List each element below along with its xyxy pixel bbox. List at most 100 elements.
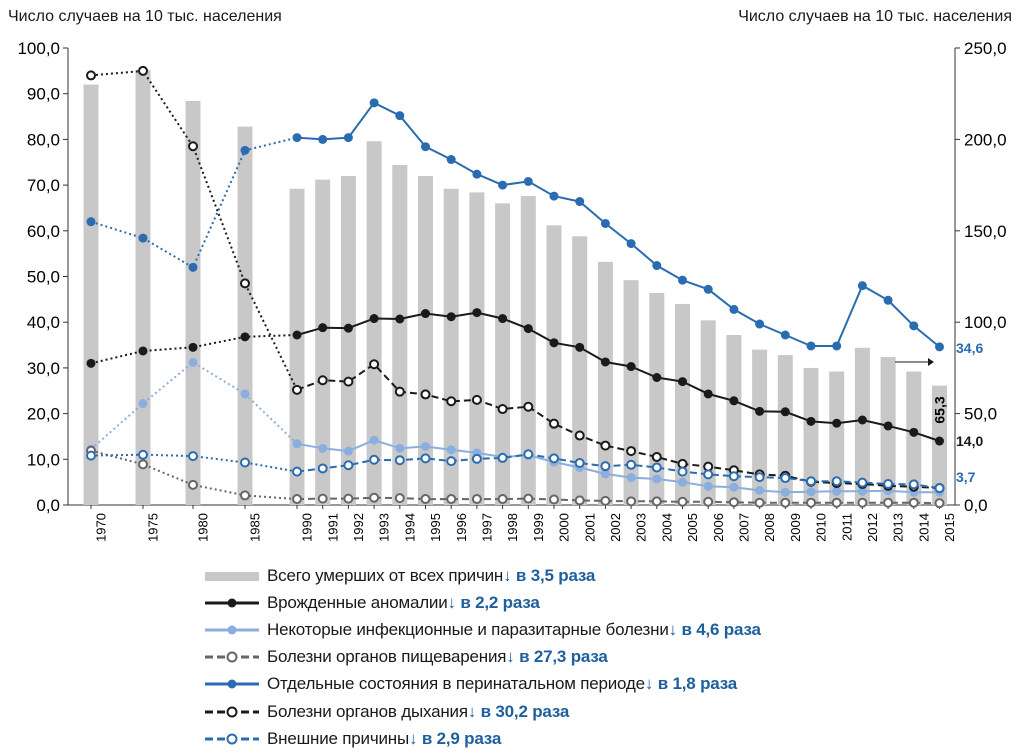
x-tick-label: 2001 xyxy=(582,513,597,542)
x-tick-label: 1999 xyxy=(531,513,546,542)
legend-swatch xyxy=(205,733,259,745)
data-point xyxy=(446,494,457,505)
data-point xyxy=(549,191,559,201)
data-point xyxy=(188,479,198,490)
data-point xyxy=(780,487,790,497)
legend-label: Всего умерших от всех причин xyxy=(267,565,504,585)
data-point xyxy=(780,497,791,508)
data-point xyxy=(832,486,842,496)
data-point xyxy=(421,442,430,452)
data-point xyxy=(600,461,611,472)
data-point xyxy=(780,407,790,417)
x-tick-label: 1990 xyxy=(300,513,315,542)
bar xyxy=(520,196,536,505)
data-point xyxy=(395,443,405,453)
data-point xyxy=(677,466,688,477)
legend-label: Болезни органов пищеварения xyxy=(267,647,507,667)
x-tick-label: 2007 xyxy=(736,513,751,542)
data-point xyxy=(138,65,148,76)
legend-ratio: ↓ в 2,9 раза xyxy=(409,728,502,748)
data-point xyxy=(755,406,765,416)
legend-item: Внешние причины ↓ в 2,9 раза xyxy=(205,725,761,752)
series-line-early xyxy=(90,361,298,450)
data-point xyxy=(703,389,713,399)
data-point xyxy=(138,346,148,356)
data-point xyxy=(806,476,816,487)
data-point xyxy=(857,486,867,496)
data-point xyxy=(831,476,842,487)
data-point xyxy=(729,304,739,314)
x-tick-label: 2003 xyxy=(634,513,649,542)
legend-item: Болезни органов дыхания ↓ в 30,2 раза xyxy=(205,698,761,725)
series-line-early xyxy=(90,334,298,365)
data-point xyxy=(908,497,919,508)
data-point xyxy=(523,176,533,186)
right-axis-title: Число случаев на 10 тыс. населения xyxy=(738,8,1012,25)
data-point xyxy=(626,473,636,483)
data-point xyxy=(523,493,534,504)
data-point xyxy=(908,479,919,490)
data-point xyxy=(909,427,919,437)
data-point xyxy=(600,357,610,367)
bar xyxy=(777,355,793,505)
data-point xyxy=(317,463,328,474)
data-point xyxy=(138,233,148,243)
data-point xyxy=(626,362,636,372)
series-2 xyxy=(86,445,945,509)
x-tick-label: 2011 xyxy=(839,513,854,541)
series-line-early xyxy=(90,136,298,269)
x-tick-label: 1985 xyxy=(248,513,263,542)
data-point xyxy=(292,439,302,449)
x-tick-label: 1997 xyxy=(479,513,494,542)
bar xyxy=(495,203,511,505)
legend-ratio: ↓ в 1,8 раза xyxy=(644,674,738,694)
left-tick-label: 20,0 xyxy=(27,405,60,424)
data-point xyxy=(575,197,585,207)
data-point xyxy=(421,142,430,152)
data-point xyxy=(240,278,250,289)
data-point xyxy=(600,495,611,506)
data-point xyxy=(446,312,456,322)
data-point xyxy=(497,494,508,505)
data-point xyxy=(498,314,508,324)
legend-label: Болезни органов дыхания xyxy=(267,701,468,721)
data-point xyxy=(883,478,894,489)
series-1 xyxy=(86,357,944,497)
legend-swatch xyxy=(205,625,259,635)
data-point xyxy=(935,436,944,446)
data-point xyxy=(86,450,96,461)
data-point xyxy=(755,485,765,495)
legend-item: Некоторые инфекционные и паразитарные бо… xyxy=(205,616,761,643)
data-point xyxy=(780,330,790,340)
data-point xyxy=(498,180,508,190)
x-tick-label: 1970 xyxy=(94,513,109,542)
data-point xyxy=(292,330,302,340)
left-tick-label: 80,0 xyxy=(27,130,60,149)
data-point xyxy=(86,70,96,81)
bar xyxy=(185,101,201,506)
data-point xyxy=(188,451,198,462)
left-tick-label: 60,0 xyxy=(27,222,60,241)
data-point xyxy=(369,314,379,324)
data-point xyxy=(806,497,816,508)
data-point xyxy=(651,452,662,463)
data-point xyxy=(651,496,662,507)
data-point xyxy=(369,492,380,503)
data-point xyxy=(343,460,354,471)
data-point xyxy=(832,418,842,428)
data-point xyxy=(343,493,354,504)
data-point xyxy=(394,493,405,504)
data-point xyxy=(934,498,945,509)
data-point xyxy=(652,261,662,271)
legend-label: Некоторые инфекционные и паразитарные бо… xyxy=(267,619,669,639)
bar xyxy=(469,192,485,506)
legend-swatch xyxy=(205,598,259,608)
data-point xyxy=(292,384,302,395)
legend-swatch xyxy=(205,679,259,689)
x-tick-label: 2015 xyxy=(942,513,957,542)
data-point xyxy=(935,342,944,352)
data-point xyxy=(678,377,687,387)
data-point xyxy=(420,453,431,464)
legend-ratio: ↓ в 3,5 раза xyxy=(503,565,596,585)
data-point xyxy=(677,496,688,507)
